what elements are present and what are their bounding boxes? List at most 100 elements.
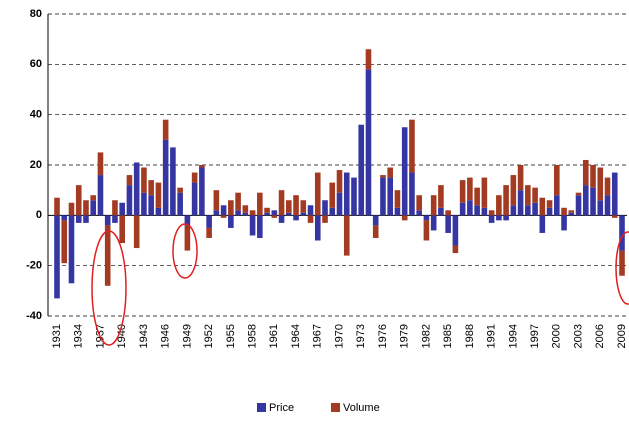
bar-segment bbox=[445, 215, 451, 233]
bar-segment bbox=[235, 192, 241, 211]
x-tick-label: 1985 bbox=[442, 324, 454, 348]
bar-segment bbox=[394, 190, 401, 208]
bar-segment bbox=[307, 215, 314, 223]
bar-segment bbox=[191, 172, 198, 183]
bar-segment bbox=[452, 215, 459, 246]
bar-segment bbox=[590, 165, 596, 188]
bar-segment bbox=[307, 205, 314, 216]
bar-segment bbox=[97, 152, 104, 176]
bar-segment bbox=[336, 170, 343, 193]
bar-segment bbox=[467, 200, 473, 216]
bar-segment bbox=[61, 215, 68, 221]
legend-label: Volume bbox=[343, 402, 380, 414]
x-tick-label: 1946 bbox=[160, 324, 172, 348]
x-tick-label: 1943 bbox=[138, 324, 150, 348]
bar-segment bbox=[438, 185, 444, 208]
bar-segment bbox=[285, 200, 292, 213]
x-tick-label: 1931 bbox=[51, 324, 63, 348]
bar-segment bbox=[561, 215, 567, 231]
bar-segment bbox=[293, 215, 299, 221]
bar-segment bbox=[322, 200, 328, 216]
bar-segment bbox=[141, 167, 147, 193]
bar-segment bbox=[604, 195, 611, 216]
bar-segment bbox=[365, 69, 372, 216]
bar-segment bbox=[133, 215, 140, 249]
bar-segment bbox=[293, 195, 299, 216]
x-tick-label: 1934 bbox=[73, 324, 85, 348]
y-tick-label: 40 bbox=[30, 109, 42, 121]
bar-segment bbox=[126, 185, 133, 216]
bar-segment bbox=[568, 212, 575, 216]
bar-segment bbox=[206, 215, 212, 228]
bar-segment bbox=[372, 215, 379, 226]
bar-segment bbox=[358, 124, 365, 216]
bar-segment bbox=[438, 207, 444, 216]
bar-segment bbox=[300, 200, 307, 213]
bar-segment bbox=[90, 195, 97, 201]
bar-segment bbox=[430, 195, 437, 216]
bar-segment bbox=[496, 215, 502, 221]
bar-segment bbox=[380, 177, 386, 216]
highlight-ellipse bbox=[91, 230, 127, 346]
bar-segment bbox=[285, 212, 292, 216]
x-tick-label: 1955 bbox=[225, 324, 237, 348]
bar-segment bbox=[459, 202, 466, 216]
bar-segment bbox=[503, 185, 509, 216]
x-tick-label: 1988 bbox=[464, 324, 476, 348]
bar-segment bbox=[561, 207, 567, 216]
bar-segment bbox=[532, 202, 538, 216]
x-tick-label: 2003 bbox=[572, 324, 584, 348]
highlight-ellipse bbox=[172, 223, 198, 279]
x-tick-label: 1997 bbox=[529, 324, 541, 348]
bar-segment bbox=[619, 250, 625, 276]
bar-segment bbox=[314, 215, 321, 241]
bar-segment bbox=[445, 210, 451, 216]
bar-segment bbox=[97, 175, 104, 216]
bar-segment bbox=[488, 210, 495, 216]
bar-segment bbox=[54, 215, 60, 299]
bar-segment bbox=[611, 215, 618, 218]
bar-segment bbox=[401, 127, 408, 216]
x-tick-label: 2009 bbox=[616, 324, 628, 348]
bar-segment bbox=[546, 200, 553, 208]
x-tick-label: 1970 bbox=[333, 324, 345, 348]
bar-segment bbox=[365, 49, 372, 70]
x-tick-label: 1979 bbox=[399, 324, 411, 348]
bar-segment bbox=[387, 167, 394, 178]
y-tick-label: 0 bbox=[36, 209, 42, 221]
bar-segment bbox=[394, 207, 401, 216]
legend-swatch bbox=[257, 403, 266, 412]
bar-segment bbox=[162, 139, 169, 216]
bar-segment bbox=[590, 187, 596, 216]
bar-segment bbox=[249, 215, 256, 236]
bar-segment bbox=[351, 177, 357, 216]
y-tick-label: -20 bbox=[26, 260, 42, 272]
bar-segment bbox=[510, 175, 517, 206]
x-tick-label: 1964 bbox=[290, 324, 302, 348]
bar-segment bbox=[257, 215, 263, 238]
bar-segment bbox=[582, 185, 589, 216]
bar-segment bbox=[264, 212, 270, 216]
bar-segment bbox=[83, 200, 89, 216]
bar-segment bbox=[597, 167, 604, 201]
bar-segment bbox=[401, 215, 408, 221]
bar-segment bbox=[228, 215, 234, 228]
bar-segment bbox=[467, 177, 473, 201]
bar-segment bbox=[539, 197, 546, 216]
x-tick-label: 1940 bbox=[116, 324, 128, 348]
bar-segment bbox=[249, 210, 256, 216]
bar-segment bbox=[155, 207, 162, 216]
bar-segment bbox=[119, 215, 125, 244]
bar-segment bbox=[380, 175, 386, 178]
bar-segment bbox=[112, 200, 118, 216]
bar-segment bbox=[155, 182, 162, 208]
bar-segment bbox=[423, 220, 430, 241]
bar-segment bbox=[220, 205, 227, 216]
bar-segment bbox=[119, 202, 125, 216]
x-tick-label: 2006 bbox=[594, 324, 606, 348]
legend-label: Price bbox=[269, 402, 294, 414]
bar-segment bbox=[61, 220, 68, 264]
bar-segment bbox=[539, 215, 546, 233]
y-tick-label: 80 bbox=[30, 8, 42, 20]
